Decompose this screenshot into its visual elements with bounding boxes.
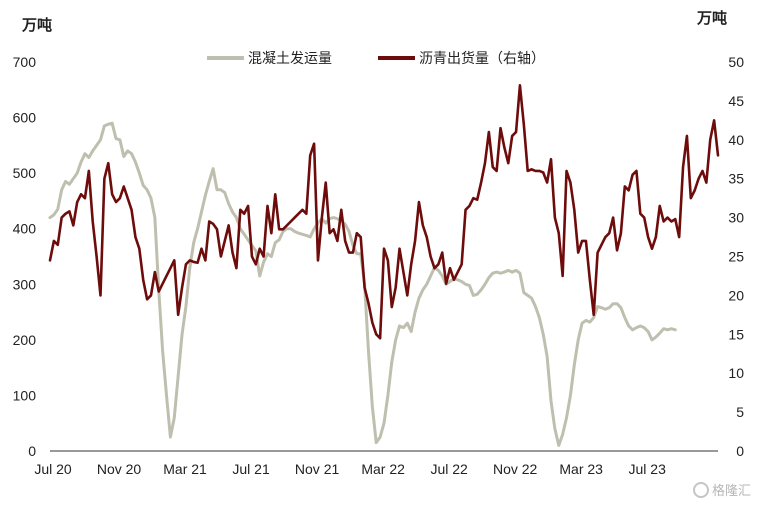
- x-tick-label: Nov 21: [295, 461, 340, 477]
- y-left-tick-label: 600: [13, 110, 37, 126]
- x-tick-label: Nov 22: [493, 461, 538, 477]
- x-tick-label: Jul 21: [232, 461, 270, 477]
- y-right-tick-label: 5: [736, 404, 744, 420]
- y-right-tick-label: 50: [728, 54, 744, 70]
- y-left-axis: 0 100 200 300 400 500 600 700: [13, 54, 37, 459]
- y-right-tick-label: 45: [728, 93, 744, 109]
- y-right-tick-label: 10: [728, 365, 744, 381]
- y-right-tick-label: 20: [728, 287, 744, 303]
- x-tick-label: Mar 22: [361, 461, 405, 477]
- y-left-tick-label: 100: [13, 387, 37, 403]
- watermark: 格隆汇: [693, 482, 751, 499]
- y-right-tick-label: 40: [728, 132, 744, 148]
- y-left-tick-label: 500: [13, 165, 37, 181]
- watermark-text: 格隆汇: [712, 483, 751, 499]
- y-right-tick-label: 25: [728, 249, 744, 265]
- y-right-tick-label: 0: [736, 443, 744, 459]
- y-right-tick-label: 30: [728, 210, 744, 226]
- y-right-axis: 0 5 10 15 20 25 30 35 40 45 50: [728, 54, 744, 459]
- y-left-tick-label: 200: [13, 332, 37, 348]
- x-axis: Jul 20 Nov 20 Mar 21 Jul 21 Nov 21 Mar 22 Jul …: [34, 461, 666, 477]
- legend-label-concrete: 混凝土发运量: [248, 51, 332, 67]
- x-tick-label: Jul 20: [34, 461, 72, 477]
- y-left-tick-label: 700: [13, 54, 37, 70]
- x-tick-label: Mar 21: [163, 461, 207, 477]
- x-tick-label: Mar 23: [559, 461, 603, 477]
- right-axis-unit: 万吨: [696, 9, 727, 27]
- series-layer: [48, 84, 720, 447]
- y-left-tick-label: 0: [28, 443, 36, 459]
- y-left-tick-label: 400: [13, 221, 37, 237]
- x-tick-label: Jul 23: [629, 461, 667, 477]
- legend-label-asphalt: 沥青出货量（右轴）: [419, 50, 545, 67]
- left-axis-unit: 万吨: [21, 16, 52, 34]
- watermark-logo-icon: [693, 482, 709, 498]
- y-right-tick-label: 15: [728, 326, 744, 342]
- x-tick-label: Nov 20: [97, 461, 142, 477]
- series-line-asphalt: [48, 84, 720, 340]
- y-left-tick-label: 300: [13, 276, 37, 292]
- legend: 混凝土发运量 沥青出货量（右轴）: [207, 50, 545, 67]
- y-right-tick-label: 35: [728, 171, 744, 187]
- x-tick-label: Jul 22: [430, 461, 468, 477]
